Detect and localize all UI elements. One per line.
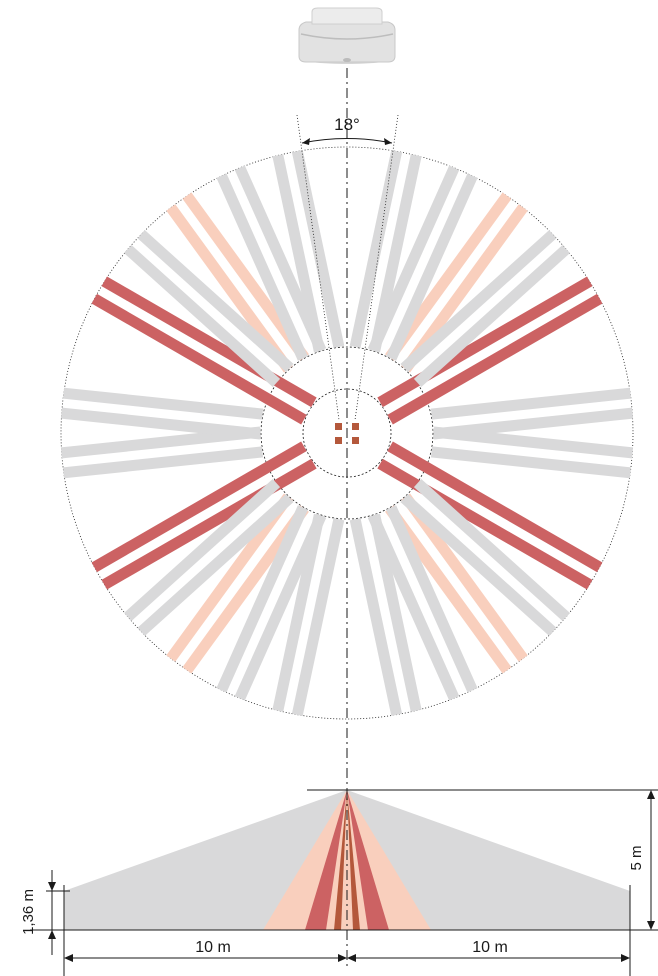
detection-beam-27 bbox=[400, 493, 557, 636]
mount-height-dimension: 1,36 m bbox=[20, 870, 70, 955]
detection-beam-4 bbox=[291, 518, 345, 716]
top-view-detection-area bbox=[60, 146, 634, 720]
detection-beam-44 bbox=[234, 513, 327, 701]
outer-detection-circle bbox=[60, 146, 634, 720]
detection-beam-34 bbox=[433, 426, 634, 459]
detection-beam-22 bbox=[91, 293, 307, 425]
detection-beam-46 bbox=[216, 173, 308, 361]
height-label: 5 m bbox=[628, 845, 645, 870]
detection-beam-18 bbox=[387, 441, 603, 573]
detection-beam-17 bbox=[387, 293, 603, 425]
middle-detection-circle bbox=[260, 346, 434, 520]
height-dimension: 5 m bbox=[628, 790, 655, 930]
detection-beam-31 bbox=[137, 230, 294, 373]
radius-right-label: 10 m bbox=[472, 939, 508, 956]
radius-left-label: 10 m bbox=[195, 939, 231, 956]
mount-height-label: 1,36 m bbox=[20, 889, 37, 935]
detection-beam-39 bbox=[63, 387, 264, 420]
detection-beam-43 bbox=[367, 513, 460, 701]
sensor-center-marker bbox=[335, 423, 359, 444]
detection-beam-29 bbox=[124, 479, 281, 621]
detection-beam-25 bbox=[413, 245, 570, 387]
detection-beam-20 bbox=[101, 458, 317, 590]
detection-beam-24 bbox=[400, 230, 557, 373]
detection-beam-19 bbox=[377, 458, 593, 590]
detection-beam-36 bbox=[63, 446, 264, 479]
detection-beams bbox=[60, 150, 634, 716]
detection-beam-45 bbox=[216, 505, 308, 693]
detection-beam-32 bbox=[430, 387, 631, 420]
detection-beam-38 bbox=[60, 407, 261, 440]
detection-beam-28 bbox=[137, 493, 294, 636]
ceiling-motion-sensor-icon bbox=[298, 7, 396, 64]
detection-beam-40 bbox=[367, 165, 460, 353]
detection-beam-7 bbox=[291, 150, 345, 348]
detection-beam-23 bbox=[101, 276, 317, 408]
radius-dimension: 10 m 10 m bbox=[63, 885, 631, 976]
detection-beam-26 bbox=[413, 479, 570, 621]
detection-beam-42 bbox=[386, 505, 478, 693]
detection-beam-41 bbox=[386, 173, 478, 361]
inner-detection-circle bbox=[302, 388, 392, 478]
detection-beam-3 bbox=[349, 518, 403, 716]
detection-beam-0 bbox=[349, 150, 403, 348]
detection-beam-21 bbox=[91, 441, 307, 573]
angle-dimension: 18° bbox=[296, 114, 399, 421]
angle-label: 18° bbox=[334, 115, 360, 134]
detection-beam-35 bbox=[430, 446, 631, 479]
detection-beam-16 bbox=[377, 276, 593, 408]
side-view-detection-area bbox=[30, 789, 658, 970]
detection-beam-47 bbox=[234, 165, 327, 353]
detection-beam-30 bbox=[124, 245, 281, 387]
